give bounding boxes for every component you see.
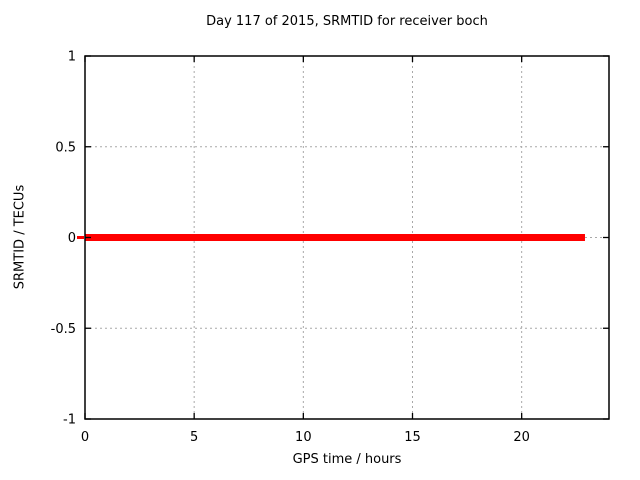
- chart-title: Day 117 of 2015, SRMTID for receiver boc…: [206, 14, 488, 29]
- x-tick-label: 0: [81, 430, 89, 445]
- y-tick-label: -1: [63, 413, 76, 428]
- x-tick-label: 15: [404, 430, 421, 445]
- y-tick-label: -0.5: [51, 322, 76, 337]
- x-axis-label: GPS time / hours: [292, 452, 402, 467]
- y-tick-label: 0: [68, 231, 76, 246]
- y-tick-label: 1: [68, 50, 76, 65]
- x-tick-label: 5: [190, 430, 198, 445]
- x-tick-label: 10: [295, 430, 312, 445]
- plot-border: [84, 55, 610, 420]
- x-tick-label: 20: [513, 430, 530, 445]
- y-tick-label: 0.5: [55, 140, 76, 155]
